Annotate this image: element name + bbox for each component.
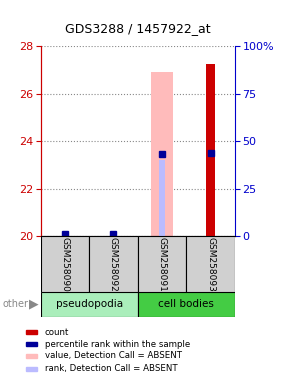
Text: percentile rank within the sample: percentile rank within the sample — [45, 339, 190, 349]
Bar — [41, 236, 89, 292]
Text: GSM258093: GSM258093 — [206, 237, 215, 291]
Text: cell bodies: cell bodies — [158, 299, 214, 310]
Bar — [186, 236, 235, 292]
Bar — [62, 235, 68, 236]
Bar — [138, 292, 235, 317]
Text: GDS3288 / 1457922_at: GDS3288 / 1457922_at — [65, 22, 211, 35]
Text: count: count — [45, 328, 69, 337]
Text: GSM258092: GSM258092 — [109, 237, 118, 291]
Bar — [138, 236, 186, 292]
Bar — [151, 72, 173, 236]
Bar — [159, 160, 165, 236]
Bar — [110, 235, 116, 236]
Text: other: other — [3, 299, 29, 310]
Text: GSM258090: GSM258090 — [60, 237, 69, 291]
Bar — [26, 342, 37, 346]
Text: ▶: ▶ — [28, 298, 38, 311]
Text: value, Detection Call = ABSENT: value, Detection Call = ABSENT — [45, 351, 182, 361]
Bar — [89, 236, 138, 292]
Text: pseudopodia: pseudopodia — [56, 299, 123, 310]
Bar — [206, 64, 215, 236]
Bar — [26, 330, 37, 334]
Text: rank, Detection Call = ABSENT: rank, Detection Call = ABSENT — [45, 364, 177, 373]
Bar — [26, 354, 37, 358]
Text: GSM258091: GSM258091 — [157, 237, 166, 291]
Bar — [26, 367, 37, 371]
Bar — [41, 292, 138, 317]
